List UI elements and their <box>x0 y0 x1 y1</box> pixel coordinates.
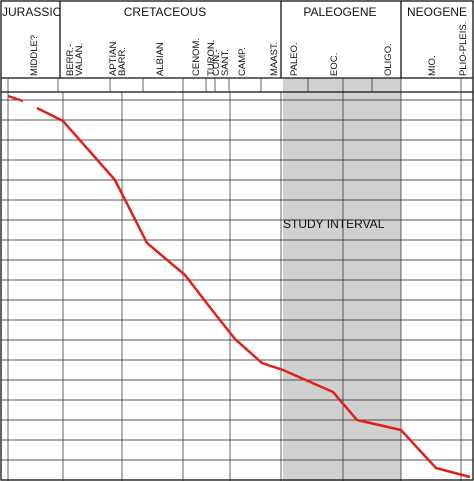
stage-label: PLIO-PLEIS. <box>458 22 469 76</box>
stage-label: APTIANBARR. <box>108 42 128 76</box>
grid <box>1 92 473 481</box>
stage-label: ALBIAN <box>155 42 166 76</box>
stage-label: MIO. <box>427 55 438 76</box>
stage-label: MIDDLE? <box>29 35 40 76</box>
period-label: NEOGENE <box>407 5 467 19</box>
stage-label: OLIGO. <box>383 43 394 76</box>
stage-label: PALEO. <box>289 42 300 76</box>
study-interval-label: STUDY INTERVAL <box>283 217 385 231</box>
study-interval-shading <box>283 78 401 481</box>
curve <box>44 110 471 479</box>
stage-label: CAMP. <box>237 47 248 76</box>
period-label: PALEOGENE <box>303 5 376 19</box>
period-label: JURASSIC <box>2 5 62 19</box>
stage-label: MAAST. <box>269 42 280 76</box>
stage-label: CON.-SANT. <box>211 49 231 76</box>
stage-label: BERR.-VALAN. <box>65 43 85 76</box>
stage-label: TURON. <box>206 40 217 76</box>
stage-label: CENOM. <box>191 38 202 76</box>
curve-dashed <box>7 94 46 114</box>
period-label: CRETACEOUS <box>124 5 206 19</box>
header: JURASSIC CRETACEOUS PALEOGENE NEOGENE MIDDLE… <box>2 5 469 92</box>
stage-label: EOC. <box>329 53 340 76</box>
